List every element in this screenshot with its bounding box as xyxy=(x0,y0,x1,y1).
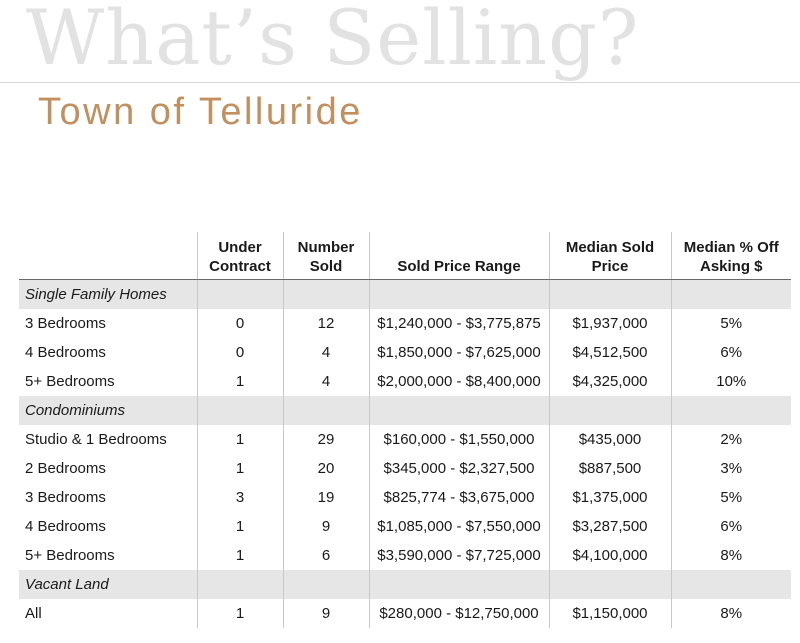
cell-label: 3 Bedrooms xyxy=(25,489,106,506)
column-header-number-sold: Number Sold xyxy=(282,232,369,280)
column-header-under-contract: Under Contract xyxy=(196,232,283,280)
cell-under-contract: 1 xyxy=(196,512,283,541)
cell-label: 4 Bedrooms xyxy=(25,344,106,361)
table-body: Single Family Homes 3 Bedrooms 0 12 $1,240,0… xyxy=(19,279,791,628)
cell-number-sold: 4 xyxy=(282,367,369,396)
cell-median-off-asking: 3% xyxy=(670,454,791,483)
cell-under-contract: 0 xyxy=(196,338,283,367)
section-empty-cell xyxy=(670,396,791,425)
section-empty-cell xyxy=(196,570,283,599)
table-row: 5+ Bedrooms 1 6 $3,590,000 - $7,725,000 $4,1… xyxy=(19,541,791,570)
section-label: Condominiums xyxy=(19,396,197,425)
table-row: 2 Bedrooms 1 20 $345,000 - $2,327,500 $887,5… xyxy=(19,454,791,483)
cell-under-contract: 1 xyxy=(196,367,283,396)
cell-sold-price-range: $3,590,000 - $7,725,000 xyxy=(368,541,549,570)
page-title: What’s Selling? xyxy=(26,0,640,82)
cell-under-contract: 3 xyxy=(196,483,283,512)
column-header-label xyxy=(19,232,197,280)
column-header-median-off-asking: Median % Off Asking $ xyxy=(670,232,791,280)
section-empty-cell xyxy=(368,570,549,599)
cell-label: All xyxy=(25,605,42,622)
section-label: Vacant Land xyxy=(19,570,197,599)
section-empty-cell xyxy=(196,396,283,425)
cell-number-sold: 4 xyxy=(282,338,369,367)
section-empty-cell xyxy=(368,396,549,425)
section-row: Condominiums xyxy=(19,396,791,425)
cell-median-sold-price: $4,512,500 xyxy=(548,338,671,367)
cell-sold-price-range: $1,085,000 - $7,550,000 xyxy=(368,512,549,541)
section-label: Single Family Homes xyxy=(19,279,197,309)
table-row: 5+ Bedrooms 1 4 $2,000,000 - $8,400,000 $4,3… xyxy=(19,367,791,396)
section-empty-cell xyxy=(670,570,791,599)
section-empty-cell xyxy=(282,279,369,309)
table-row: 3 Bedrooms 0 12 $1,240,000 - $3,775,875 $1,9… xyxy=(19,309,791,338)
section-empty-cell xyxy=(196,279,283,309)
section-row: Single Family Homes xyxy=(19,279,791,309)
section-empty-cell xyxy=(368,279,549,309)
title-divider xyxy=(0,82,800,83)
cell-median-sold-price: $887,500 xyxy=(548,454,671,483)
column-header-sold-price-range: Sold Price Range xyxy=(368,232,549,280)
cell-under-contract: 0 xyxy=(196,309,283,338)
cell-sold-price-range: $1,850,000 - $7,625,000 xyxy=(368,338,549,367)
cell-median-sold-price: $4,100,000 xyxy=(548,541,671,570)
column-header-median-sold-price: Median Sold Price xyxy=(548,232,671,280)
cell-median-off-asking: 5% xyxy=(670,309,791,338)
cell-number-sold: 9 xyxy=(282,512,369,541)
cell-median-off-asking: 6% xyxy=(670,512,791,541)
cell-number-sold: 20 xyxy=(282,454,369,483)
table-row: 4 Bedrooms 1 9 $1,085,000 - $7,550,000 $3,28… xyxy=(19,512,791,541)
cell-number-sold: 19 xyxy=(282,483,369,512)
cell-median-off-asking: 8% xyxy=(670,599,791,628)
cell-median-sold-price: $435,000 xyxy=(548,425,671,454)
cell-label: Studio & 1 Bedrooms xyxy=(25,431,167,448)
cell-sold-price-range: $2,000,000 - $8,400,000 xyxy=(368,367,549,396)
cell-median-sold-price: $1,375,000 xyxy=(548,483,671,512)
cell-under-contract: 1 xyxy=(196,599,283,628)
page-subtitle: Town of Telluride xyxy=(38,91,363,133)
table-row: 3 Bedrooms 3 19 $825,774 - $3,675,000 $1,375… xyxy=(19,483,791,512)
cell-median-off-asking: 5% xyxy=(670,483,791,512)
cell-label: 2 Bedrooms xyxy=(25,460,106,477)
cell-median-sold-price: $4,325,000 xyxy=(548,367,671,396)
cell-median-off-asking: 10% xyxy=(670,367,791,396)
cell-number-sold: 29 xyxy=(282,425,369,454)
table-row: 4 Bedrooms 0 4 $1,850,000 - $7,625,000 $4,51… xyxy=(19,338,791,367)
section-row: Vacant Land xyxy=(19,570,791,599)
section-empty-cell xyxy=(282,570,369,599)
cell-median-off-asking: 8% xyxy=(670,541,791,570)
cell-number-sold: 9 xyxy=(282,599,369,628)
sales-table: Under Contract Number Sold Sold Price Rang… xyxy=(19,232,791,628)
section-empty-cell xyxy=(548,570,671,599)
cell-under-contract: 1 xyxy=(196,454,283,483)
cell-under-contract: 1 xyxy=(196,541,283,570)
section-empty-cell xyxy=(670,279,791,309)
table-header-row: Under Contract Number Sold Sold Price Rang… xyxy=(19,232,791,280)
cell-sold-price-range: $160,000 - $1,550,000 xyxy=(368,425,549,454)
table-row: Studio & 1 Bedrooms 1 29 $160,000 - $1,550,… xyxy=(19,425,791,454)
cell-sold-price-range: $280,000 - $12,750,000 xyxy=(368,599,549,628)
section-empty-cell xyxy=(548,396,671,425)
cell-sold-price-range: $825,774 - $3,675,000 xyxy=(368,483,549,512)
cell-median-off-asking: 6% xyxy=(670,338,791,367)
cell-median-sold-price: $1,937,000 xyxy=(548,309,671,338)
cell-median-off-asking: 2% xyxy=(670,425,791,454)
cell-label: 4 Bedrooms xyxy=(25,518,106,535)
section-empty-cell xyxy=(548,279,671,309)
cell-sold-price-range: $345,000 - $2,327,500 xyxy=(368,454,549,483)
section-empty-cell xyxy=(282,396,369,425)
cell-median-sold-price: $3,287,500 xyxy=(548,512,671,541)
cell-number-sold: 6 xyxy=(282,541,369,570)
cell-number-sold: 12 xyxy=(282,309,369,338)
cell-sold-price-range: $1,240,000 - $3,775,875 xyxy=(368,309,549,338)
cell-under-contract: 1 xyxy=(196,425,283,454)
cell-median-sold-price: $1,150,000 xyxy=(548,599,671,628)
cell-label: 3 Bedrooms xyxy=(25,315,106,332)
table-row: All 1 9 $280,000 - $12,750,000 $1,150,000 8% xyxy=(19,599,791,628)
cell-label: 5+ Bedrooms xyxy=(25,547,115,564)
cell-label: 5+ Bedrooms xyxy=(25,373,115,390)
